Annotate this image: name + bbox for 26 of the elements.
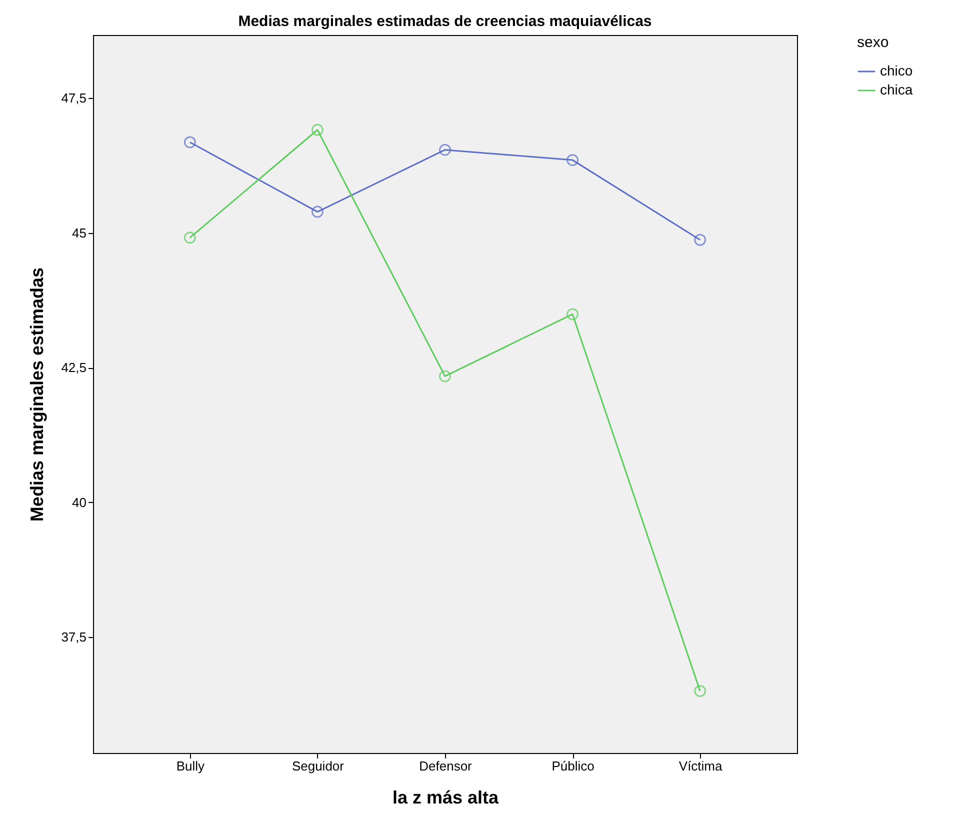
y-tick-label: 47,5 (61, 90, 86, 106)
point (311, 206, 324, 218)
point (311, 124, 324, 136)
y-tick-label: 37,5 (61, 630, 86, 645)
point (694, 234, 706, 246)
point (566, 154, 579, 166)
chart-title: Medias marginales estimadas de creencias maquiavélicas (238, 13, 652, 30)
y-tick-label: 45 (72, 225, 86, 240)
point (439, 144, 451, 156)
point (439, 370, 451, 382)
x-tick-label: Bully (176, 758, 206, 774)
point (694, 685, 706, 697)
legend-label: chico (880, 62, 913, 78)
point (184, 232, 196, 244)
x-tick-label: Seguidor (292, 758, 345, 774)
x-tick-label: Defensor (419, 758, 473, 774)
x-tick-label: Víctima (678, 758, 724, 774)
point (184, 136, 196, 148)
y-tick-label: 40 (72, 494, 86, 510)
x-tick-label: Público (552, 758, 594, 774)
y-tick-label: 42,5 (61, 360, 86, 376)
y-axis-title: Medias marginales estimadas (27, 267, 48, 522)
legend-label: chica (880, 82, 913, 98)
point (566, 308, 579, 320)
x-axis-title: la z más alta (392, 788, 500, 808)
legend-title: sexo (857, 34, 889, 51)
